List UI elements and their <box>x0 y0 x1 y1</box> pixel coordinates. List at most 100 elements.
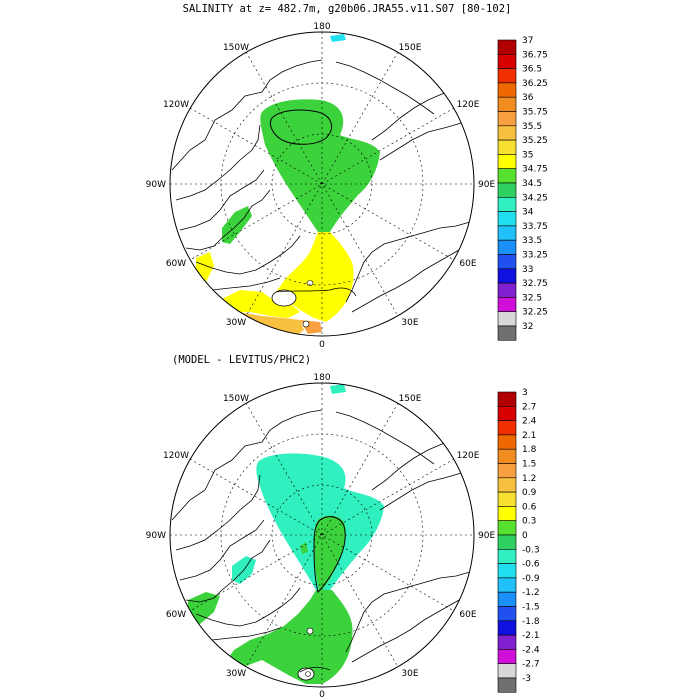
top-lon-120w: 120W <box>163 100 189 110</box>
top-island-svalbard <box>271 289 297 307</box>
bottom-colorbar-label: -2.7 <box>522 660 540 670</box>
top-colorbar-swatch <box>497 297 517 312</box>
bottom-colorbar-swatch <box>497 577 517 593</box>
top-colorbar-label: 35.5 <box>522 122 542 132</box>
bottom-lon-60w: 60W <box>166 610 186 620</box>
top-colorbar-swatch <box>497 139 517 155</box>
top-colorbar-swatch <box>497 182 517 198</box>
top-colorbar-label: 32.75 <box>522 279 548 289</box>
top-colorbar-label: 33.75 <box>522 222 548 232</box>
top-island-south <box>302 320 310 328</box>
top-island-small <box>306 280 314 286</box>
bottom-colorbar-swatch <box>497 477 517 493</box>
top-lon-90w: 90W <box>146 180 166 190</box>
bottom-colorbar: 3 2.7 2.4 2.1 1.8 1.5 1.2 0.9 0.6 0.3 0 -0.3 -0.6 -0.… <box>497 388 540 693</box>
bottom-colorbar-label: 1.5 <box>522 460 536 470</box>
top-colorbar-label: 35 <box>522 150 533 160</box>
top-colorbar-label: 33.25 <box>522 251 548 261</box>
bottom-colorbar-swatch <box>497 620 517 636</box>
top-colorbar: 37 36.75 36.5 36.25 36 35.75 35.5 35.25 35 34.75 3… <box>497 36 548 341</box>
top-colorbar-label: 36.5 <box>522 65 542 75</box>
bottom-lon-150e: 150E <box>399 394 422 404</box>
bottom-colorbar-label: 2.1 <box>522 431 536 441</box>
top-colorbar-label: 34 <box>522 208 534 218</box>
bottom-lon-180: 180 <box>313 373 330 383</box>
top-title: SALINITY at z= 482.7m, g20b06.JRA55.v11.… <box>183 3 512 15</box>
top-panel: SALINITY at z= 482.7m, g20b06.JRA55.v11.… <box>146 3 548 350</box>
top-colorbar-swatch <box>497 96 517 112</box>
top-colorbar-label: 37 <box>522 36 533 46</box>
bottom-map-boundary <box>169 382 475 688</box>
top-lon-60e: 60E <box>459 259 476 269</box>
bottom-colorbar-swatch <box>497 405 517 421</box>
bottom-colorbar-swatch <box>497 663 517 679</box>
bottom-colorbar-swatch <box>497 448 517 464</box>
top-colorbar-swatch <box>497 254 517 270</box>
bottom-green-west <box>188 592 220 624</box>
bottom-colorbar-label: -1.5 <box>522 603 540 613</box>
top-colorbar-label: 33.5 <box>522 236 542 246</box>
top-coastlines <box>171 59 471 313</box>
bottom-lon-150w: 150W <box>223 394 249 404</box>
top-yellow-region-south <box>220 290 300 318</box>
bottom-colorbar-label: -2.4 <box>522 645 540 655</box>
top-contour-35 <box>269 109 333 145</box>
bottom-colorbar-swatch <box>497 520 517 536</box>
bottom-colorbar-label: 2.7 <box>522 402 536 412</box>
top-colorbar-swatch <box>497 325 517 341</box>
bottom-lon-0: 0 <box>319 690 325 700</box>
top-colorbar-label: 33 <box>522 265 533 275</box>
top-longitude-labels: 180 0 90W 90E 150W 120W 60W 30W 150E 120… <box>146 22 496 350</box>
bottom-colorbar-label: -0.3 <box>522 545 540 555</box>
bottom-colorbar-swatch <box>497 391 517 407</box>
bottom-green-small <box>300 542 308 554</box>
top-green-region <box>260 99 380 232</box>
top-colorbar-swatch <box>497 154 517 169</box>
top-colorbar-swatch <box>497 211 517 227</box>
bottom-colorbar-swatch <box>497 534 517 550</box>
bottom-map <box>169 382 475 688</box>
bottom-cyan-spot <box>330 384 346 394</box>
bottom-colorbar-swatch <box>497 606 517 622</box>
top-map-boundary <box>169 31 475 337</box>
top-cyan-spot <box>330 34 346 42</box>
bottom-colorbar-label: -0.9 <box>522 574 540 584</box>
bottom-contour-south <box>299 666 331 673</box>
bottom-colorbar-label: 0 <box>522 531 528 541</box>
top-colorbar-label: 32.5 <box>522 293 542 303</box>
bottom-colorbar-swatch <box>497 463 517 479</box>
top-colorbar-swatch <box>497 239 517 255</box>
bottom-panel: (MODEL - LEVITUS/PHC2) <box>146 354 540 700</box>
top-colorbar-swatch <box>497 53 517 69</box>
top-colorbar-label: 32 <box>522 322 533 332</box>
top-colorbar-label: 36.75 <box>522 50 548 60</box>
top-colorbar-swatch <box>497 68 517 84</box>
top-colorbar-label: 34.25 <box>522 193 548 203</box>
bottom-island-small-2 <box>305 671 311 677</box>
bottom-colorbar-label: 0.9 <box>522 488 537 498</box>
bottom-lon-90w: 90W <box>146 531 166 541</box>
top-colorbar-label: 36.25 <box>522 79 548 89</box>
top-graticule <box>170 32 474 336</box>
top-contour-south <box>275 287 357 297</box>
top-lon-120e: 120E <box>457 100 480 110</box>
top-colorbar-label: 36 <box>522 93 534 103</box>
top-colorbar-swatch <box>497 82 517 98</box>
bottom-colorbar-swatch <box>497 434 517 450</box>
top-colorbar-swatch <box>497 125 517 141</box>
top-lon-150w: 150W <box>223 43 249 53</box>
bottom-longitude-labels: 180 0 90W 90E 150W 120W 60W 30W 150E 120… <box>146 373 496 700</box>
top-colorbar-swatch <box>497 39 517 55</box>
top-colorbar-swatch <box>497 197 517 212</box>
bottom-colorbar-label: -3 <box>522 674 531 684</box>
bottom-colorbar-swatch <box>497 420 517 436</box>
bottom-island-small <box>306 627 314 635</box>
top-lon-180: 180 <box>313 22 330 32</box>
bottom-lon-30e: 30E <box>401 669 418 679</box>
top-colorbar-swatch <box>497 225 517 241</box>
bottom-green-south <box>224 590 353 684</box>
bottom-colorbar-label: 1.2 <box>522 474 536 484</box>
top-orange-spot <box>300 320 322 334</box>
bottom-lon-120e: 120E <box>457 451 480 461</box>
